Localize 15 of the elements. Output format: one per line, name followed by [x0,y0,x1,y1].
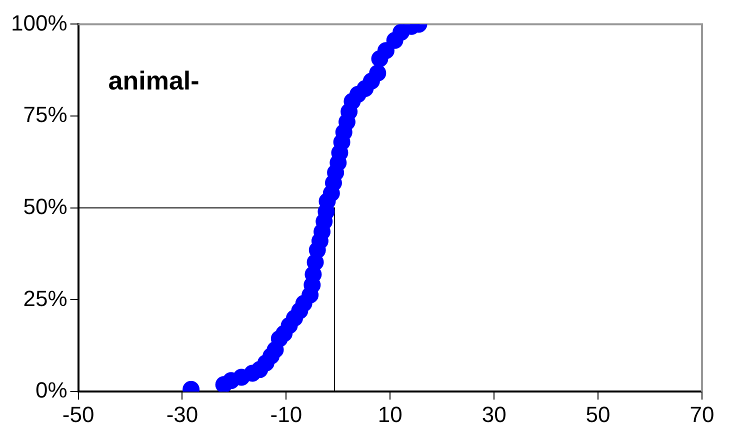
y-tick-label: 75% [23,102,68,128]
x-tick-label: -30 [166,402,198,427]
x-tick-label: 50 [586,402,610,427]
x-tick-label: 70 [690,402,714,427]
point [377,42,394,60]
x-tick-label: 30 [482,402,506,427]
x-tick-label: 10 [378,402,402,427]
y-tick-label: 0% [35,378,68,403]
point [369,64,386,82]
y-tick-label: 25% [23,286,68,311]
annotation: animal- [108,65,200,96]
x-tick-label: -50 [62,402,94,427]
y-tick-label: 50% [23,194,68,219]
y-tick-label: 100% [10,10,68,36]
x-tick-label: -10 [270,402,302,427]
